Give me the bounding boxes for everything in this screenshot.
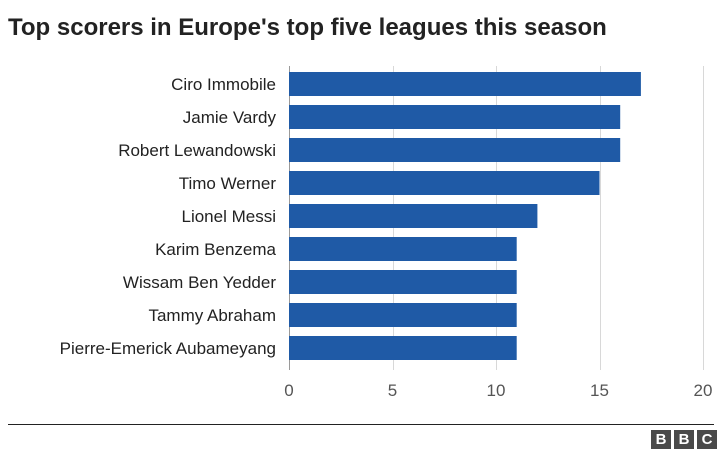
bar — [289, 237, 517, 261]
bar — [289, 303, 517, 327]
x-tick-label: 20 — [694, 381, 713, 400]
category-label: Jamie Vardy — [183, 108, 277, 127]
bar — [289, 138, 621, 162]
chart-title: Top scorers in Europe's top five leagues… — [8, 14, 607, 41]
bar — [289, 336, 517, 360]
category-labels: Ciro Immobile Jamie Vardy Robert Lewandows… — [60, 75, 277, 358]
bar — [289, 270, 517, 294]
x-tick-label: 0 — [284, 381, 293, 400]
x-tick-label: 10 — [487, 381, 506, 400]
x-axis-ticks: 0 5 10 15 20 — [284, 381, 712, 400]
category-label: Lionel Messi — [182, 207, 277, 226]
category-label: Ciro Immobile — [171, 75, 276, 94]
bbc-logo-letter: B — [651, 430, 671, 449]
x-tick-label: 5 — [388, 381, 397, 400]
bbc-logo-letter: B — [674, 430, 694, 449]
category-label: Wissam Ben Yedder — [123, 273, 276, 292]
category-label: Pierre-Emerick Aubameyang — [60, 339, 276, 358]
bar — [289, 72, 641, 96]
bar — [289, 105, 621, 129]
bar — [289, 204, 538, 228]
category-label: Tammy Abraham — [148, 306, 276, 325]
x-tick-label: 15 — [590, 381, 609, 400]
bars — [289, 72, 641, 360]
category-label: Karim Benzema — [155, 240, 276, 259]
category-label: Robert Lewandowski — [118, 141, 276, 160]
bbc-logo-letter: C — [697, 430, 717, 449]
bbc-logo: B B C — [651, 430, 717, 449]
category-label: Timo Werner — [179, 174, 277, 193]
footer-divider — [8, 424, 714, 425]
bar — [289, 171, 600, 195]
